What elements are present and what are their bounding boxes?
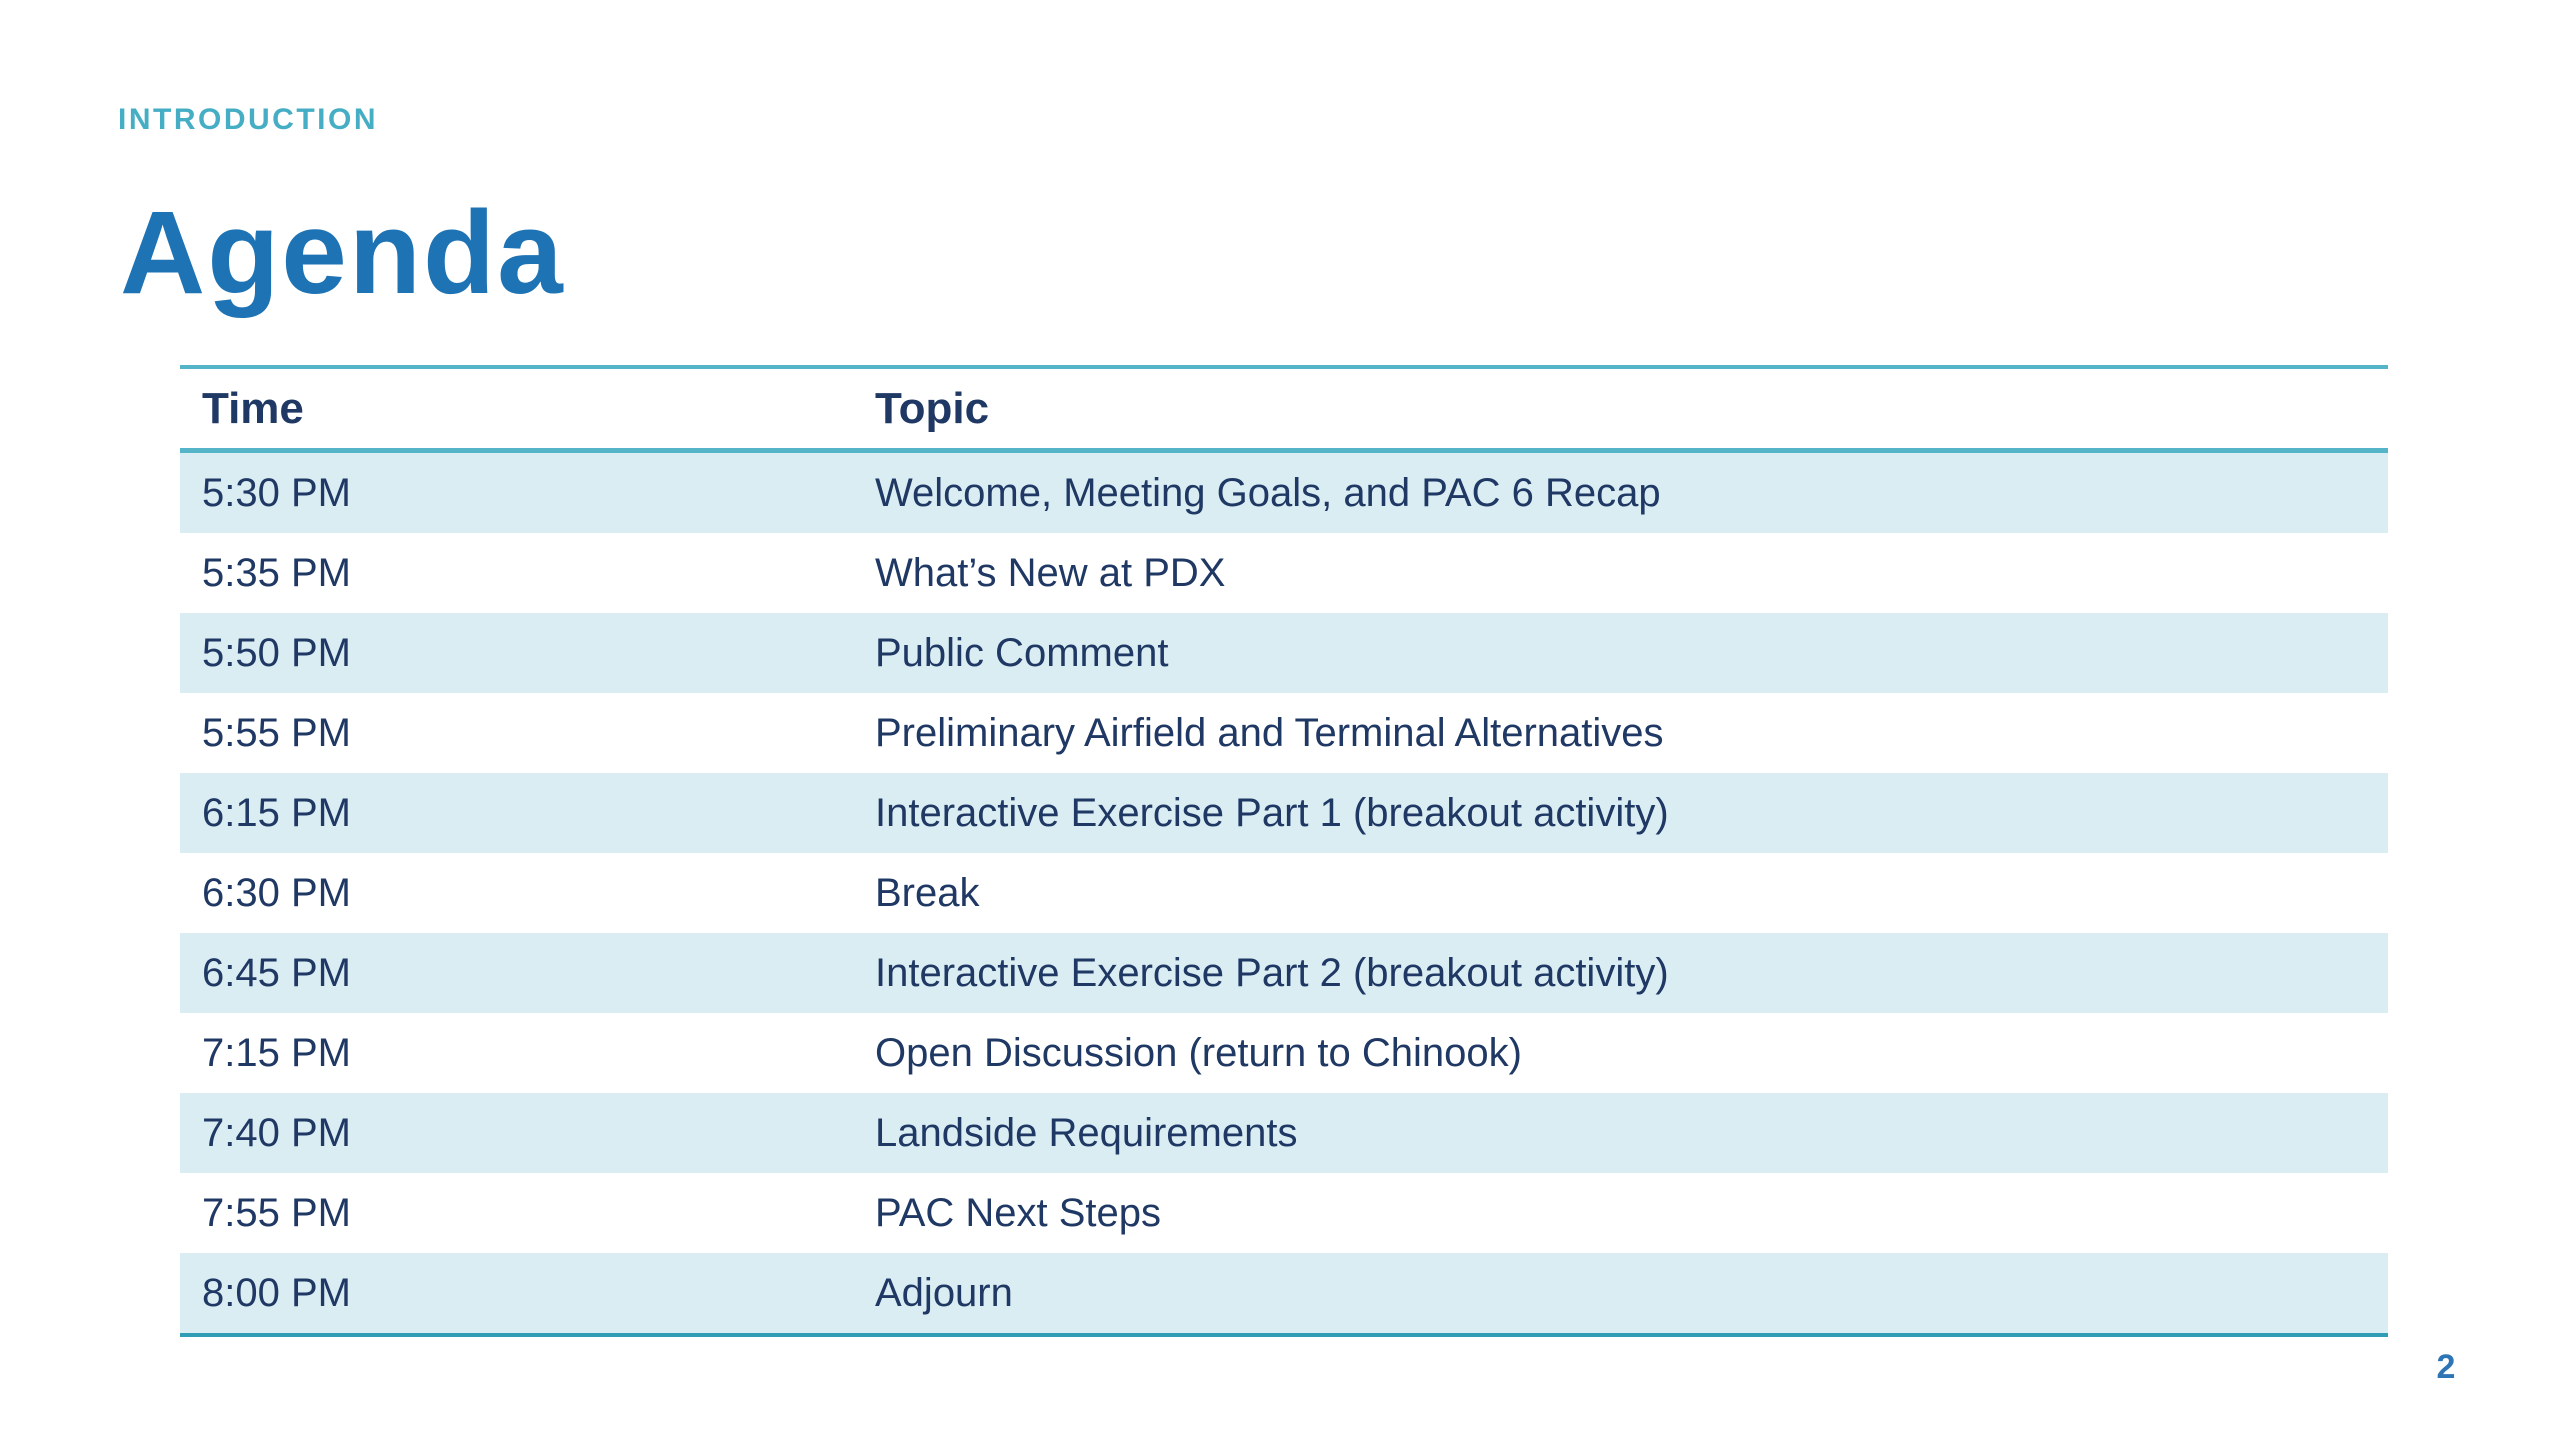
topic-cell: Preliminary Airfield and Terminal Altern…: [875, 710, 1664, 755]
page-title: Agenda: [120, 187, 565, 319]
topic-cell: Open Discussion (return to Chinook): [875, 1030, 1522, 1075]
time-cell: 6:15 PM: [202, 790, 351, 835]
table-body: 5:30 PM Welcome, Meeting Goals, and PAC …: [180, 453, 2388, 1333]
table-row: 7:15 PM Open Discussion (return to Chino…: [180, 1013, 2388, 1093]
topic-cell: Welcome, Meeting Goals, and PAC 6 Recap: [875, 470, 1661, 515]
table-row: 5:55 PM Preliminary Airfield and Termina…: [180, 693, 2388, 773]
table-row: 8:00 PM Adjourn: [180, 1253, 2388, 1333]
time-cell: 5:35 PM: [202, 550, 351, 595]
agenda-table: Time Topic 5:30 PM Welcome, Meeting Goal…: [180, 365, 2388, 1337]
time-cell: 5:50 PM: [202, 630, 351, 675]
topic-cell: PAC Next Steps: [875, 1190, 1162, 1235]
time-cell: 8:00 PM: [202, 1270, 351, 1315]
table-row: 6:15 PM Interactive Exercise Part 1 (bre…: [180, 773, 2388, 853]
section-label: INTRODUCTION: [118, 103, 378, 136]
time-cell: 7:55 PM: [202, 1190, 351, 1235]
page-number: 2: [2436, 1348, 2456, 1386]
table-row: 5:30 PM Welcome, Meeting Goals, and PAC …: [180, 453, 2388, 533]
column-header-time: Time: [202, 383, 304, 433]
table-row: 5:35 PM What’s New at PDX: [180, 533, 2388, 613]
table-row: 7:40 PM Landside Requirements: [180, 1093, 2388, 1173]
topic-cell: Interactive Exercise Part 2 (breakout ac…: [875, 950, 1669, 995]
time-cell: 6:45 PM: [202, 950, 351, 995]
topic-cell: Public Comment: [875, 630, 1169, 675]
table-row: 7:55 PM PAC Next Steps: [180, 1173, 2388, 1253]
table-row: 6:45 PM Interactive Exercise Part 2 (bre…: [180, 933, 2388, 1013]
column-header-topic: Topic: [875, 383, 990, 433]
table-header-row: Time Topic: [180, 369, 2388, 453]
topic-cell: What’s New at PDX: [875, 550, 1226, 595]
topic-cell: Break: [875, 870, 980, 915]
topic-cell: Landside Requirements: [875, 1110, 1298, 1155]
time-cell: 5:55 PM: [202, 710, 351, 755]
topic-cell: Adjourn: [875, 1270, 1013, 1315]
time-cell: 5:30 PM: [202, 470, 351, 515]
topic-cell: Interactive Exercise Part 1 (breakout ac…: [875, 790, 1669, 835]
time-cell: 7:15 PM: [202, 1030, 351, 1075]
time-cell: 6:30 PM: [202, 870, 351, 915]
time-cell: 7:40 PM: [202, 1110, 351, 1155]
table-row: 6:30 PM Break: [180, 853, 2388, 933]
table-row: 5:50 PM Public Comment: [180, 613, 2388, 693]
